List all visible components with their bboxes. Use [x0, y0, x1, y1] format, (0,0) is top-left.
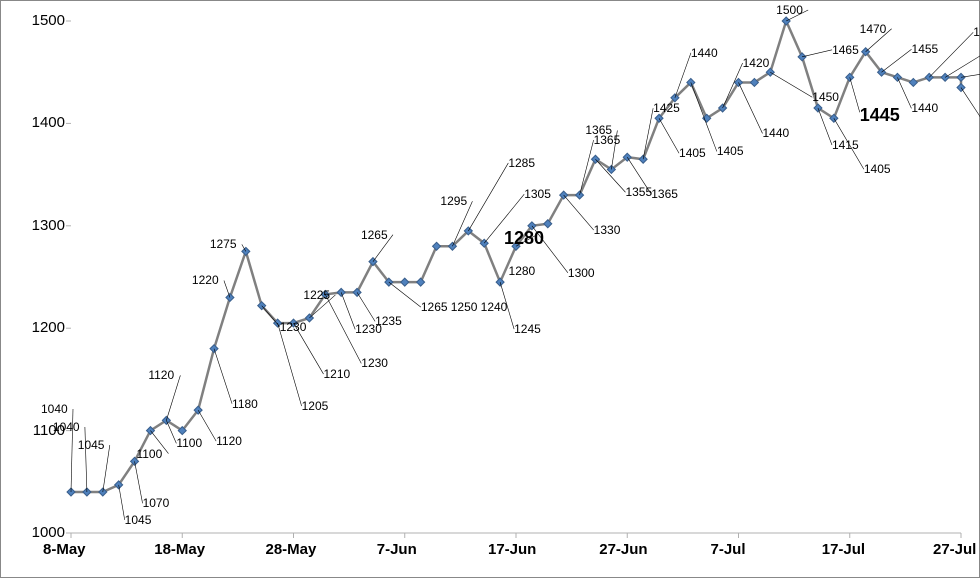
data-label: 1405 [679, 146, 706, 160]
highlight-data-label: 1445 [860, 105, 900, 126]
data-label: 1040 [53, 420, 80, 434]
data-label: 1470 [860, 22, 887, 36]
data-label: 1045 [78, 438, 105, 452]
y-axis-tick-label: 1300 [21, 217, 65, 234]
x-axis-tick-label: 18-May [154, 541, 205, 558]
data-label: 1445 [973, 25, 980, 39]
line-chart: 1000 1100 1200 1300 1400 1500 8-May 18-May 28-Ma… [0, 0, 980, 578]
data-label: 1415 [832, 138, 859, 152]
data-label: 1250 [451, 300, 478, 314]
data-label: 1265 [421, 300, 448, 314]
data-label: 1220 [192, 273, 219, 287]
data-label: 1045 [125, 513, 152, 527]
data-label: 1455 [912, 42, 939, 56]
data-label: 1355 [625, 185, 652, 199]
data-label: 1300 [568, 266, 595, 280]
y-axis-tick-label: 1200 [21, 319, 65, 336]
data-label: 1240 [481, 300, 508, 314]
data-label: 1285 [508, 156, 535, 170]
data-label: 1305 [524, 187, 551, 201]
data-label: 1365 [585, 123, 612, 137]
data-label: 1365 [651, 187, 678, 201]
data-label: 1120 [148, 368, 174, 382]
y-axis-tick-label: 1000 [21, 524, 65, 541]
x-axis-tick-label: 17-Jul [822, 541, 865, 558]
data-label: 1245 [514, 322, 541, 336]
data-label: 1465 [832, 43, 859, 57]
data-point-marker [401, 278, 409, 286]
x-axis-tick-label: 27-Jul [933, 541, 976, 558]
data-label: 1330 [594, 223, 621, 237]
highlight-data-label: 1280 [504, 228, 544, 249]
data-label: 1405 [717, 144, 744, 158]
data-label: 1440 [691, 46, 718, 60]
data-label: 1280 [509, 264, 536, 278]
data-point-marker [909, 78, 917, 86]
x-axis-tick-label: 7-Jul [711, 541, 746, 558]
x-axis-tick-label: 17-Jun [488, 541, 536, 558]
data-label: 1225 [303, 288, 330, 302]
data-label: 1100 [176, 436, 202, 450]
data-label: 1500 [776, 3, 803, 17]
data-label: 1205 [302, 399, 329, 413]
data-label: 1040 [41, 402, 68, 416]
y-axis-tick-label: 1500 [21, 12, 65, 29]
x-axis-tick-label: 7-Jun [377, 541, 417, 558]
x-axis-tick-label: 8-May [43, 541, 86, 558]
data-label: 1425 [653, 101, 680, 115]
data-point-marker [433, 242, 441, 250]
data-label: 1070 [143, 496, 170, 510]
data-label: 1440 [763, 126, 790, 140]
data-point-marker [417, 278, 425, 286]
data-label: 1180 [232, 397, 258, 411]
data-label: 1275 [210, 237, 237, 251]
data-label: 1230 [280, 320, 307, 334]
data-label: 1230 [361, 356, 388, 370]
data-label: 1450 [812, 90, 839, 104]
x-axis-tick-label: 28-May [266, 541, 317, 558]
data-label: 1265 [361, 228, 388, 242]
data-label: 1405 [864, 162, 891, 176]
data-label: 1295 [440, 194, 467, 208]
data-label: 1100 [136, 447, 162, 461]
data-label: 1210 [324, 367, 351, 381]
y-axis-tick-label: 1400 [21, 114, 65, 131]
data-label: 1120 [216, 434, 242, 448]
data-label: 1440 [911, 101, 938, 115]
chart-svg [1, 1, 980, 579]
data-label: 1235 [375, 314, 402, 328]
data-label: 1420 [743, 56, 770, 70]
x-axis-tick-label: 27-Jun [599, 541, 647, 558]
